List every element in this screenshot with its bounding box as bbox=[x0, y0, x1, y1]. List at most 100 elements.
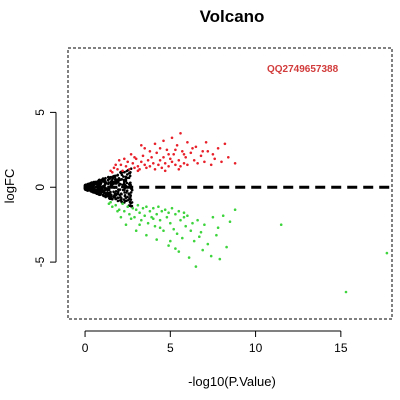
ns-point bbox=[115, 181, 118, 184]
up-point bbox=[174, 163, 177, 167]
up-point bbox=[153, 142, 157, 146]
ns-point bbox=[120, 173, 124, 177]
down-point bbox=[172, 227, 175, 231]
down-point bbox=[150, 215, 153, 219]
down-point bbox=[138, 223, 141, 226]
ns-point bbox=[117, 196, 120, 200]
up-point bbox=[233, 162, 237, 165]
up-point bbox=[116, 168, 119, 171]
ns-point bbox=[125, 169, 129, 173]
ns-point bbox=[104, 194, 107, 197]
up-point bbox=[175, 144, 179, 147]
up-point bbox=[174, 148, 177, 152]
down-point bbox=[146, 221, 150, 225]
ns-point bbox=[93, 190, 96, 194]
down-point bbox=[170, 206, 174, 210]
ns-point bbox=[125, 181, 129, 185]
down-point bbox=[141, 206, 145, 210]
x-axis: 0 5 10 15 bbox=[82, 330, 348, 355]
up-point bbox=[186, 141, 189, 144]
ns-point bbox=[121, 188, 125, 192]
down-point bbox=[158, 218, 162, 222]
ns-point bbox=[97, 189, 101, 193]
up-point bbox=[182, 153, 186, 156]
ns-point bbox=[126, 176, 130, 180]
ns-point bbox=[129, 198, 133, 201]
up-point bbox=[157, 163, 160, 167]
down-point bbox=[140, 218, 143, 222]
down-point bbox=[177, 209, 181, 213]
ns-point bbox=[125, 191, 128, 194]
ns-point bbox=[115, 178, 118, 181]
down-point bbox=[169, 239, 172, 243]
chart-title: Volcano bbox=[200, 7, 265, 26]
down-point bbox=[160, 209, 164, 213]
up-point bbox=[124, 165, 128, 168]
up-point bbox=[167, 153, 170, 156]
up-point bbox=[189, 151, 193, 155]
ns-point bbox=[103, 191, 107, 195]
ns-point bbox=[127, 192, 131, 195]
down-point bbox=[167, 244, 170, 247]
up-point bbox=[153, 168, 157, 171]
ns-point bbox=[101, 179, 104, 183]
up-point bbox=[126, 160, 129, 164]
ns-point bbox=[128, 174, 132, 178]
down-point bbox=[117, 208, 121, 211]
down-point bbox=[211, 215, 215, 219]
up-point bbox=[111, 171, 114, 174]
up-point bbox=[158, 159, 162, 162]
ns-point bbox=[106, 188, 110, 191]
upregulated-points bbox=[109, 132, 237, 174]
ns-point bbox=[127, 198, 130, 202]
up-point bbox=[177, 159, 181, 162]
up-point bbox=[182, 162, 186, 165]
down-point bbox=[194, 265, 198, 268]
down-point bbox=[279, 223, 283, 226]
up-point bbox=[227, 156, 230, 159]
down-point bbox=[155, 238, 158, 241]
x-tick-label: 5 bbox=[167, 341, 174, 355]
ns-point bbox=[117, 178, 121, 182]
ns-point bbox=[108, 197, 112, 200]
down-point bbox=[133, 215, 136, 219]
ns-point bbox=[114, 190, 118, 193]
up-point bbox=[117, 159, 121, 162]
up-point bbox=[167, 165, 170, 168]
up-point bbox=[211, 153, 215, 156]
ns-point bbox=[114, 197, 118, 200]
down-point bbox=[344, 290, 348, 294]
down-point bbox=[126, 205, 129, 208]
up-point bbox=[204, 141, 208, 144]
ns-point bbox=[111, 175, 114, 178]
y-axis: -5 0 5 bbox=[33, 109, 57, 267]
down-point bbox=[209, 254, 213, 258]
up-point bbox=[140, 160, 143, 164]
ns-point bbox=[98, 187, 102, 191]
ns-point bbox=[95, 192, 99, 195]
ns-point bbox=[122, 198, 126, 201]
up-point bbox=[169, 157, 172, 161]
up-point bbox=[181, 150, 184, 153]
up-point bbox=[109, 169, 112, 173]
ns-point bbox=[110, 195, 113, 198]
down-point bbox=[198, 235, 201, 238]
ns-point bbox=[101, 193, 105, 197]
up-point bbox=[160, 166, 164, 170]
up-point bbox=[179, 165, 182, 168]
y-tick-label: 5 bbox=[33, 109, 47, 116]
down-point bbox=[136, 203, 140, 207]
up-point bbox=[172, 153, 175, 156]
up-point bbox=[150, 156, 153, 159]
up-point bbox=[143, 147, 146, 150]
down-point bbox=[123, 209, 126, 213]
up-point bbox=[145, 166, 148, 170]
up-point bbox=[199, 154, 203, 158]
down-point bbox=[119, 215, 123, 219]
ns-point bbox=[110, 179, 114, 183]
ns-point bbox=[120, 192, 123, 196]
down-point bbox=[174, 212, 177, 216]
ns-point bbox=[129, 181, 132, 185]
up-point bbox=[133, 166, 136, 170]
ns-point bbox=[126, 173, 129, 176]
